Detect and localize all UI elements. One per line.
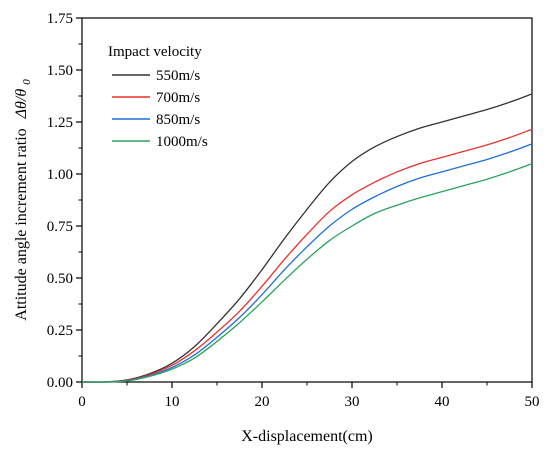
series-line-4 (81, 162, 533, 383)
series-lines (81, 93, 533, 383)
axis-ticks (76, 17, 533, 388)
series-line-2 (81, 128, 533, 383)
legend-title: Impact velocity (108, 44, 202, 60)
x-tick-label: 30 (345, 394, 360, 410)
y-axis-title-symbol: Δθ/θ (13, 89, 30, 120)
series-line-1 (81, 93, 533, 383)
legend: Impact velocity 550m/s 700m/s 850m/s 1000m/… (108, 44, 208, 150)
y-tick-label: 1.75 (47, 11, 73, 27)
y-tick-label: 0.25 (47, 323, 73, 339)
y-tick-label: 0.00 (47, 375, 73, 391)
y-tick-label: 0.75 (47, 219, 73, 235)
y-axis-title: Attitude angle increment ratio Δθ/θ 0 (13, 79, 33, 321)
y-tick-label: 1.50 (47, 63, 73, 79)
plot-frame (81, 17, 533, 383)
legend-label: 1000m/s (156, 134, 208, 150)
tick-labels: 0 10 20 30 40 50 0.00 0.25 0.50 0.75 1.00 1.25 1.50 1… (47, 11, 540, 410)
y-axis-title-text: Attitude angle increment ratio (13, 128, 30, 320)
x-axis-title: X-displacement(cm) (241, 428, 373, 445)
x-tick-label: 0 (78, 394, 86, 410)
legend-items: 550m/s 700m/s 850m/s 1000m/s (112, 68, 208, 150)
x-tick-label: 20 (255, 394, 270, 410)
y-axis-title-subscript: 0 (21, 79, 33, 85)
y-tick-label: 1.00 (47, 167, 73, 183)
y-tick-label: 1.25 (47, 115, 73, 131)
y-tick-label: 0.50 (47, 271, 73, 287)
x-tick-label: 40 (435, 394, 450, 410)
legend-label: 700m/s (156, 90, 200, 106)
x-tick-label: 10 (165, 394, 180, 410)
legend-label: 550m/s (156, 68, 200, 84)
series-line-3 (81, 143, 533, 383)
legend-label: 850m/s (156, 112, 200, 128)
x-tick-label: 50 (525, 394, 540, 410)
